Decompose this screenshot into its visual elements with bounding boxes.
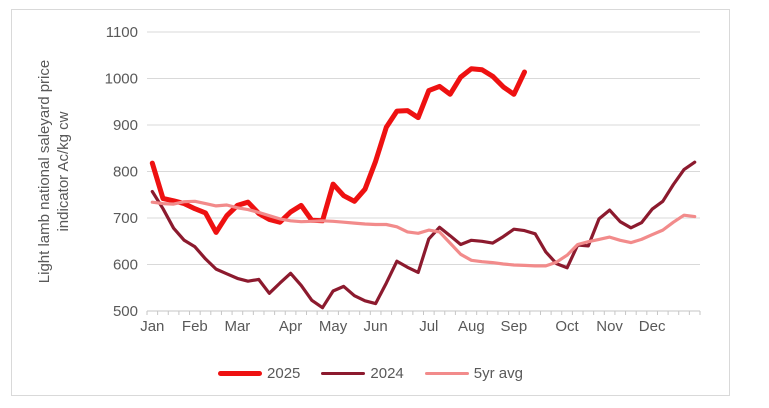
x-axis-month-label: Feb (182, 318, 208, 335)
legend-item-2024: 2024 (321, 364, 404, 382)
legend-label: 2025 (267, 364, 301, 382)
x-axis-month-label: May (319, 318, 348, 335)
legend-swatch-5yr-avg (424, 371, 469, 375)
x-axis-month-label: Oct (555, 318, 579, 335)
legend-item-5yr-avg: 5yr avg (424, 364, 523, 382)
y-axis-tick-label: 1100 (106, 24, 138, 41)
y-axis-tick-label: 600 (113, 257, 138, 274)
legend-swatch-2025 (218, 370, 263, 376)
y-axis-tick-label: 500 (113, 303, 138, 320)
legend-swatch-2024 (321, 371, 366, 375)
legend-label: 2024 (370, 364, 404, 382)
y-axis-tick-label: 1000 (105, 71, 138, 88)
x-axis-month-label: Jan (140, 318, 164, 335)
x-axis-month-label: Nov (596, 318, 623, 335)
series-line-2024 (150, 160, 697, 310)
chart-legend: 2025 2024 5yr avg (12, 360, 729, 386)
x-axis-month-label: Jul (419, 318, 438, 335)
line-chart: 500 600 700 800 900 1000 1100 Jan Feb Mar Apr May Ju… (36, 24, 701, 335)
y-axis-title: Light lamb national saleyard price indica… (36, 60, 72, 283)
x-axis-month-label: Mar (224, 318, 250, 335)
x-axis-month-label: Apr (279, 318, 302, 335)
legend-item-2025: 2025 (218, 366, 300, 381)
x-axis-month-label: Sep (501, 318, 528, 335)
x-axis-month-label: Dec (639, 318, 666, 335)
series-line-5yr-avg (150, 199, 697, 268)
series-line-2025 (149, 66, 527, 235)
x-axis-month-label: Aug (458, 318, 485, 335)
y-axis-tick-label: 700 (113, 210, 138, 227)
y-axis-tick-label: 900 (113, 117, 138, 134)
x-axis-month-label: Jun (364, 318, 388, 335)
y-axis-tick-label: 800 (113, 164, 138, 181)
chart-frame: 500 600 700 800 900 1000 1100 Jan Feb Mar Apr May Ju… (11, 9, 730, 396)
legend-label: 5yr avg (473, 364, 523, 382)
